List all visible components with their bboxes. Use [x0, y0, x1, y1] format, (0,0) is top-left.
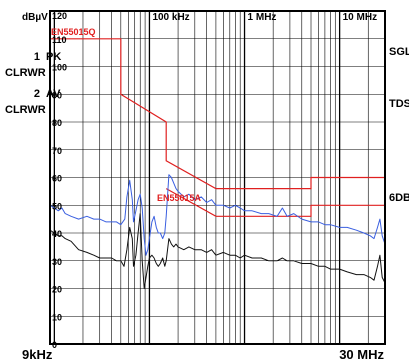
x-tick-label: 100 kHz: [152, 12, 189, 23]
limit-label-av: EN55015A: [157, 193, 202, 203]
limit-label-qp: EN55015Q: [51, 27, 96, 37]
y-tick-label: 70: [52, 146, 62, 156]
y-tick-label: 100: [52, 63, 67, 73]
trace2-number: 2: [34, 88, 40, 100]
x-tick-label: 10 MHz: [343, 12, 377, 23]
y-tick-label: 20: [52, 285, 62, 295]
y-tick-label: 40: [52, 229, 62, 239]
trace1-number: 1: [34, 51, 40, 63]
x-tick-labels: 100 kHz 1 MHz 10 MHz: [152, 12, 377, 23]
limit-lines: [50, 38, 385, 217]
trace2-mode: CLRWR: [5, 104, 46, 116]
x-tick-label: 1 MHz: [248, 12, 277, 23]
trace1-detector: PK: [46, 51, 61, 63]
plot-frame: [49, 10, 386, 345]
x-start-label: 9kHz: [22, 347, 53, 362]
y-tick-label: 50: [52, 201, 62, 211]
y-tick-label: 60: [52, 174, 62, 184]
trace-line: [49, 174, 386, 256]
right-label-tds: TDS: [389, 98, 409, 110]
right-label-sgl: SGL: [389, 46, 409, 58]
limit-line: [50, 38, 385, 190]
y-tick-label: 110: [52, 35, 67, 45]
y-tick-label: 30: [52, 257, 62, 267]
trace2-detector: AV: [46, 88, 61, 100]
y-tick-label: 120: [52, 11, 67, 21]
y-tick-labels: 0 10 20 30 40 50 60 70 80 90 100 110 120: [52, 11, 67, 350]
y-tick-label: 0: [52, 340, 57, 350]
limit-line: [165, 188, 385, 217]
right-label-6db: 6DB: [389, 192, 409, 204]
y-tick-label: 80: [52, 118, 62, 128]
trace1-mode: CLRWR: [5, 67, 46, 79]
y-axis-unit: dBµV: [22, 12, 48, 23]
y-tick-label: 90: [52, 90, 62, 100]
y-tick-label: 10: [52, 312, 62, 322]
traces: [49, 174, 386, 289]
trace-line: [49, 213, 386, 289]
x-end-label: 30 MHz: [339, 347, 384, 362]
